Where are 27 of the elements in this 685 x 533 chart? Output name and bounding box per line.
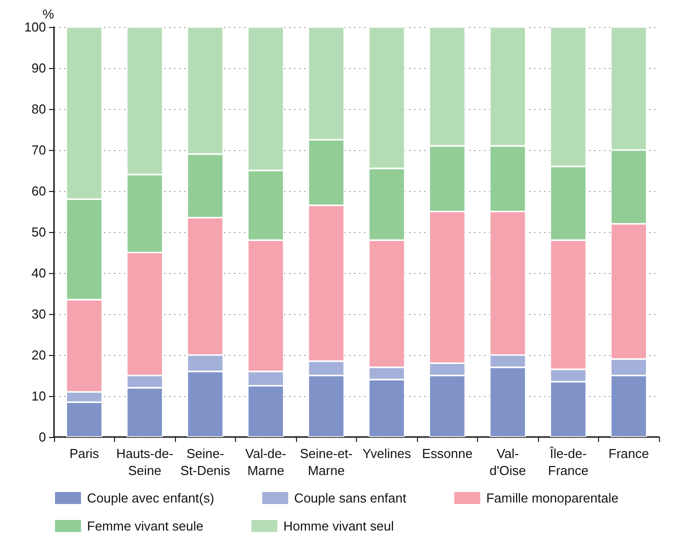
y-tick-label: 90 <box>32 60 46 76</box>
y-tick-label: 10 <box>32 388 46 404</box>
x-tick-label: Essonne <box>422 446 473 461</box>
y-tick-label: 20 <box>32 348 46 362</box>
y-tick-label: 40 <box>32 266 46 280</box>
x-tick-label: Val-de- Marne <box>245 446 286 478</box>
x-tick-label: Seine-et- Marne <box>300 446 353 478</box>
y-tick-label: 80 <box>32 102 46 116</box>
x-tick-label: Seine- St-Denis <box>180 446 231 478</box>
legend-label: Femme vivant seule <box>87 518 204 533</box>
x-tick-label: Yvelines <box>362 446 412 461</box>
legend-label: Couple avec enfant(s) <box>87 490 214 506</box>
x-tick-label: Hauts-de- Seine <box>116 446 174 478</box>
x-tick-label: France <box>608 446 649 461</box>
x-tick-label: Île-de- France <box>548 446 588 478</box>
legend-label: Famille monoparentale <box>486 490 618 506</box>
y-tick-label: 100 <box>24 20 46 34</box>
legend-label: Couple sans enfant <box>294 490 407 506</box>
x-tick-label: Paris <box>69 446 100 461</box>
y-tick-label: 0 <box>38 430 46 444</box>
y-tick-label: 70 <box>32 142 46 158</box>
y-tick-label: 50 <box>32 224 46 240</box>
legend-label: Homme vivant seul <box>283 518 394 533</box>
y-axis-title: % <box>42 6 54 22</box>
y-tick-label: 60 <box>32 184 46 198</box>
x-tick-label: Val- d'Oise <box>490 446 526 478</box>
y-tick-label: 30 <box>32 306 46 322</box>
